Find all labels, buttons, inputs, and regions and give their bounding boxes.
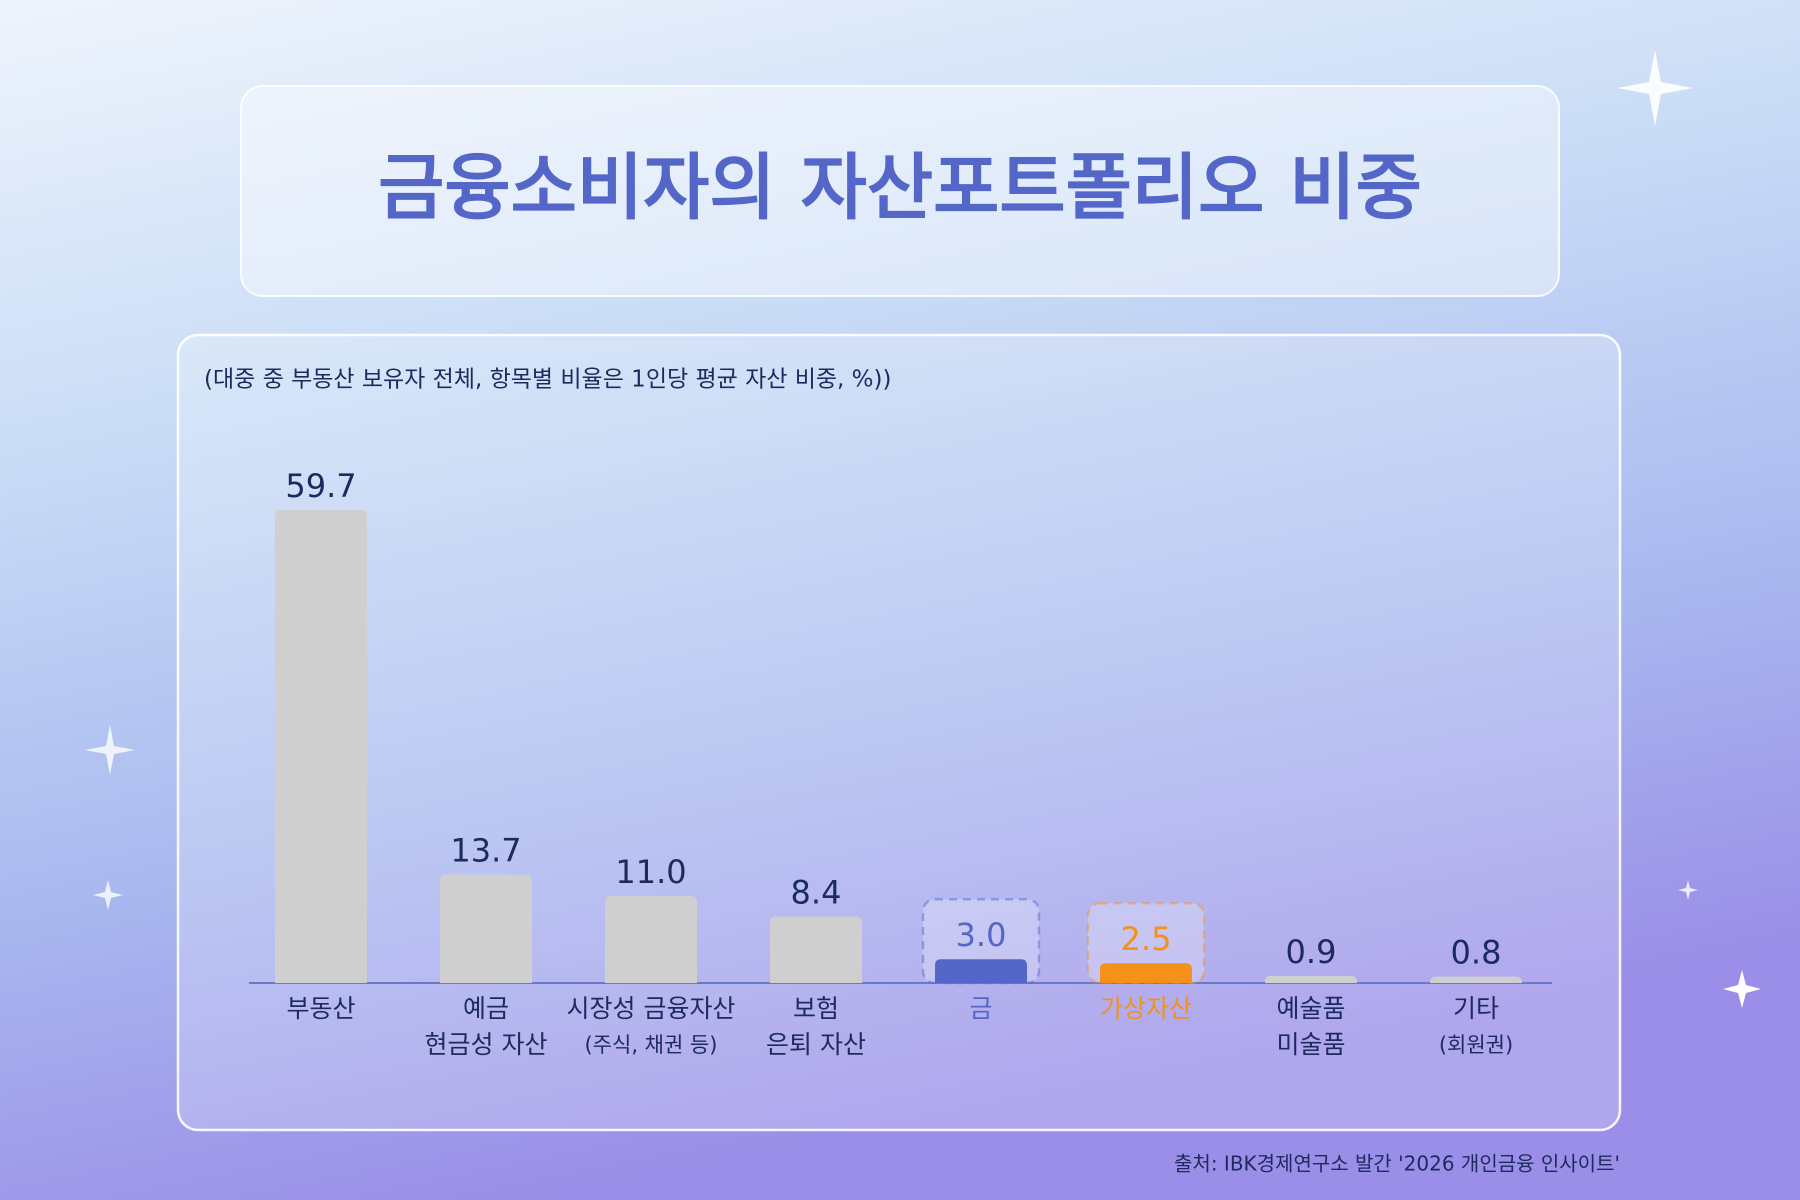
x-tick-label: 미술품 xyxy=(1276,1030,1345,1059)
subtitle: (대중 중 부동산 보유자 전체, 항목별 비율은 1인당 평균 자산 비중, … xyxy=(204,367,891,393)
sparkles xyxy=(85,50,1761,1008)
bar xyxy=(935,959,1027,983)
x-tick-label: 부동산 xyxy=(286,994,355,1023)
x-tick-label: 예금 xyxy=(463,994,509,1023)
bar xyxy=(770,916,862,983)
chart-panel xyxy=(176,333,1622,1132)
chart-title: 금융소비자의 자산포트폴리오 비중 xyxy=(378,146,1422,230)
x-tick-label: (회원권) xyxy=(1439,1033,1513,1057)
bar xyxy=(1430,976,1522,983)
bar xyxy=(440,874,532,983)
value-label: 0.8 xyxy=(1451,934,1502,972)
bar xyxy=(605,895,697,983)
value-label: 11.0 xyxy=(615,853,686,891)
value-label: 13.7 xyxy=(450,831,521,869)
x-tick-label: 보험 xyxy=(793,994,839,1023)
bar xyxy=(1265,975,1357,983)
x-tick-label: 예술품 xyxy=(1276,994,1345,1023)
x-tick-label: 가상자산 xyxy=(1100,994,1192,1023)
bar xyxy=(275,510,367,983)
x-tick-label: 기타 xyxy=(1453,994,1499,1023)
source: 출처: IBK경제연구소 발간 '2026 개인금융 인사이트' xyxy=(1174,1152,1620,1176)
bar xyxy=(1100,963,1192,983)
value-label: 59.7 xyxy=(285,467,356,505)
x-tick-label: 금 xyxy=(969,994,992,1023)
x-tick-label: 은퇴 자산 xyxy=(766,1030,866,1059)
x-tick-label: (주식, 채권 등) xyxy=(584,1033,717,1057)
x-tick-label: 현금성 자산 xyxy=(425,1030,548,1059)
value-label: 8.4 xyxy=(791,873,842,911)
value-label: 0.9 xyxy=(1286,933,1337,971)
value-label: 2.5 xyxy=(1121,920,1172,958)
value-label: 3.0 xyxy=(956,916,1007,954)
title-box xyxy=(240,85,1560,297)
x-tick-label: 시장성 금융자산 xyxy=(567,994,736,1023)
